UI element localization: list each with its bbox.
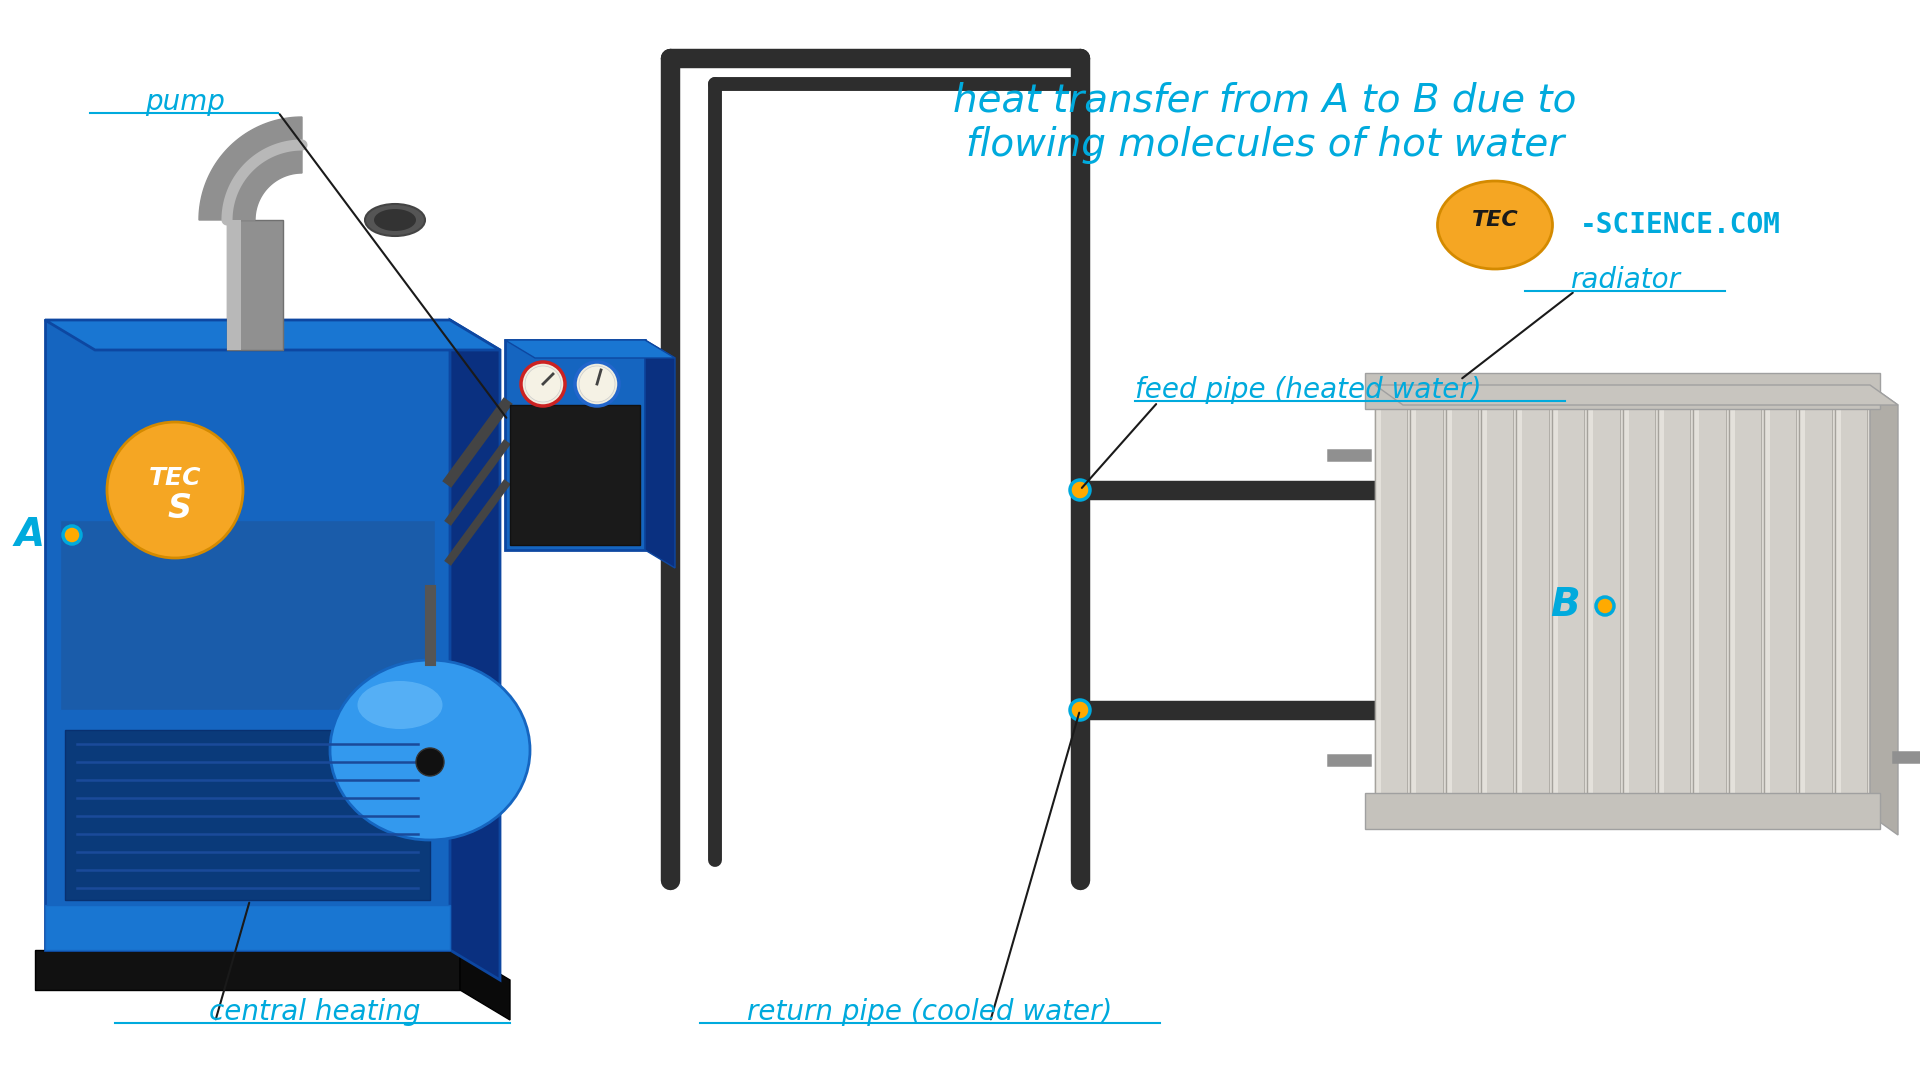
Bar: [1482, 399, 1488, 801]
Polygon shape: [200, 117, 301, 220]
Text: radiator: radiator: [1571, 266, 1680, 294]
Bar: [1553, 399, 1557, 801]
Bar: [1588, 399, 1619, 801]
Polygon shape: [35, 950, 461, 990]
Text: heat transfer from A to B due to: heat transfer from A to B due to: [954, 81, 1576, 119]
Circle shape: [63, 526, 81, 544]
Bar: [1659, 399, 1665, 801]
Circle shape: [417, 748, 444, 777]
Bar: [1553, 399, 1584, 801]
Bar: [1365, 373, 1880, 409]
Text: return pipe (cooled water): return pipe (cooled water): [747, 998, 1114, 1026]
Text: central heating: central heating: [209, 998, 420, 1026]
Polygon shape: [505, 340, 676, 357]
Bar: [1730, 399, 1734, 801]
Circle shape: [1069, 480, 1091, 500]
Bar: [1377, 399, 1407, 801]
Text: TEC: TEC: [1471, 210, 1519, 230]
Ellipse shape: [330, 660, 530, 840]
Bar: [1375, 384, 1870, 815]
Bar: [1693, 399, 1699, 801]
Circle shape: [574, 362, 618, 406]
Bar: [1377, 399, 1380, 801]
Circle shape: [1069, 700, 1091, 720]
Circle shape: [524, 366, 561, 402]
Bar: [1411, 399, 1417, 801]
Bar: [1693, 399, 1726, 801]
Polygon shape: [1375, 384, 1899, 405]
Text: B: B: [1549, 586, 1580, 624]
Circle shape: [108, 422, 244, 558]
Ellipse shape: [365, 204, 424, 237]
Ellipse shape: [357, 681, 442, 729]
Bar: [511, 405, 639, 545]
Bar: [227, 220, 282, 350]
Bar: [1411, 399, 1442, 801]
Polygon shape: [1870, 384, 1899, 835]
Text: pump: pump: [146, 87, 225, 116]
Bar: [1588, 399, 1594, 801]
Polygon shape: [461, 950, 511, 1020]
Bar: [1446, 399, 1452, 801]
Bar: [1446, 399, 1478, 801]
Polygon shape: [44, 320, 499, 350]
Bar: [44, 320, 449, 950]
Text: TEC: TEC: [148, 465, 202, 490]
Bar: [1730, 399, 1761, 801]
Text: A: A: [15, 516, 44, 554]
Ellipse shape: [374, 210, 417, 231]
Bar: [60, 519, 436, 710]
Polygon shape: [449, 320, 499, 980]
Text: S: S: [169, 491, 192, 525]
Bar: [1365, 793, 1880, 829]
Bar: [227, 220, 242, 350]
Text: feed pipe (heated water): feed pipe (heated water): [1135, 376, 1482, 404]
Bar: [44, 905, 449, 950]
Bar: [1624, 399, 1655, 801]
Bar: [1836, 399, 1841, 801]
Bar: [1764, 399, 1770, 801]
Bar: [1517, 399, 1549, 801]
Circle shape: [580, 366, 614, 402]
Ellipse shape: [1438, 181, 1553, 269]
Bar: [65, 730, 430, 900]
Bar: [1517, 399, 1523, 801]
Circle shape: [1596, 597, 1615, 615]
Bar: [1801, 399, 1805, 801]
Bar: [1801, 399, 1832, 801]
Circle shape: [520, 362, 564, 406]
Text: -SCIENCE.COM: -SCIENCE.COM: [1580, 211, 1780, 239]
Bar: [505, 340, 645, 550]
Bar: [1659, 399, 1690, 801]
Bar: [1482, 399, 1513, 801]
Bar: [1624, 399, 1628, 801]
Bar: [1836, 399, 1866, 801]
Bar: [1764, 399, 1797, 801]
Text: flowing molecules of hot water: flowing molecules of hot water: [966, 126, 1565, 164]
Polygon shape: [645, 340, 676, 568]
